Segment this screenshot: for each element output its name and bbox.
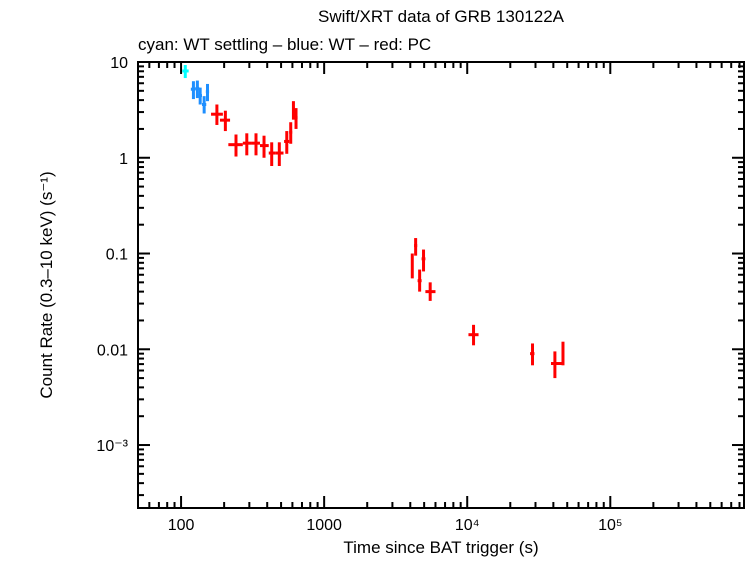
data-point: [289, 122, 293, 144]
data-point: [242, 133, 252, 156]
data-point: [205, 83, 210, 102]
data-point: [198, 87, 202, 105]
data-point: [425, 282, 436, 301]
x-tick-label: 1000: [306, 517, 342, 534]
data-point: [550, 351, 563, 379]
data-point: [284, 131, 290, 154]
y-tick-label: 0.01: [97, 342, 128, 359]
data-point: [251, 133, 260, 156]
data-point: [421, 249, 426, 272]
data-point: [182, 65, 189, 79]
y-tick-label: 0.1: [106, 247, 128, 264]
data-point: [211, 104, 223, 125]
data-point: [530, 343, 535, 366]
y-tick-label: 10⁻³: [96, 438, 128, 455]
data-point: [190, 81, 196, 100]
x-tick-label: 10⁴: [455, 517, 480, 534]
data-point: [417, 269, 422, 292]
data-point: [259, 135, 269, 158]
axis-ticks: [137, 61, 744, 508]
x-tick-label: 10⁵: [598, 517, 622, 534]
data-point: [561, 341, 565, 366]
y-tick-label: 1: [119, 151, 128, 168]
y-tick-label: 10: [110, 55, 128, 72]
data-point: [468, 324, 479, 346]
data-point: [268, 142, 276, 167]
data-point: [195, 80, 200, 99]
data-points: [182, 65, 565, 379]
chart-title: Swift/XRT data of GRB 130122A: [318, 7, 565, 26]
tick-labels: 100 1000 10⁴ 10⁵ 10 1 0.1 0.01 10⁻³: [96, 55, 622, 534]
y-axis-label: Count Rate (0.3–10 keV) (s⁻¹): [37, 171, 56, 398]
plot-frame: [137, 61, 745, 509]
data-point: [291, 101, 295, 120]
chart-subtitle: cyan: WT settling – blue: WT – red: PC: [138, 35, 431, 54]
data-point: [275, 142, 284, 167]
data-point: [410, 253, 414, 279]
x-tick-label: 100: [168, 517, 195, 534]
data-point: [228, 134, 243, 157]
data-point: [201, 96, 207, 114]
data-point: [294, 108, 298, 129]
x-axis-label: Time since BAT trigger (s): [343, 538, 538, 557]
data-point: [219, 110, 231, 132]
data-point: [414, 238, 418, 256]
